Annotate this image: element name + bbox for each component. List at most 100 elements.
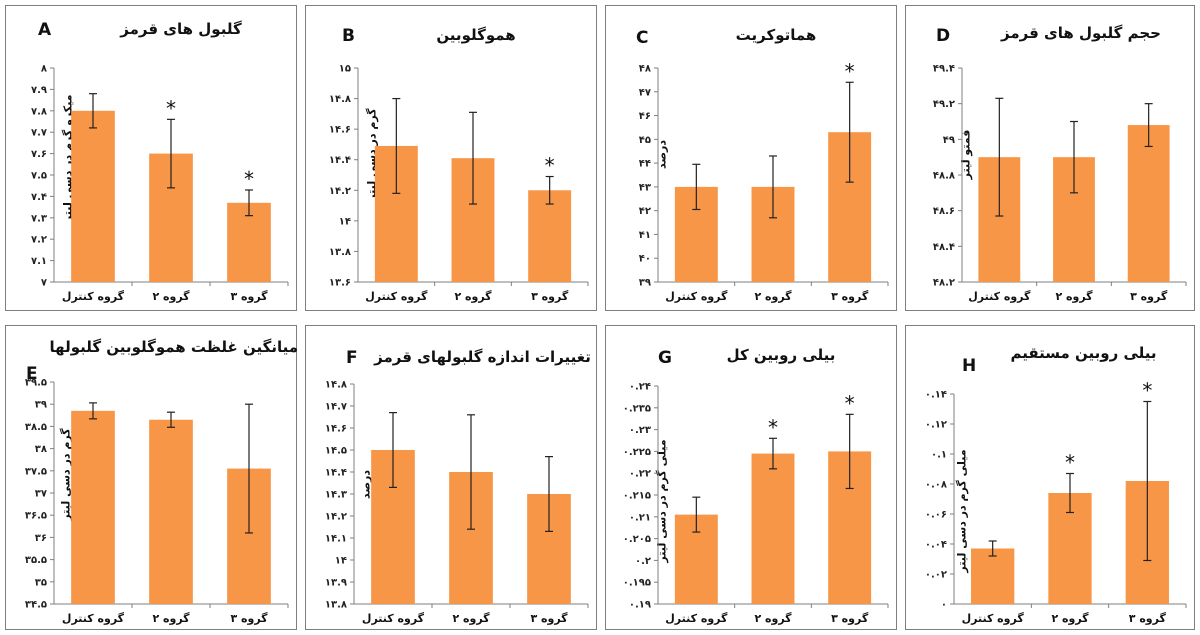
y-tick-label: ۷.۲ <box>31 235 47 246</box>
y-tick-label: ۰.۲۳۵ <box>623 403 651 414</box>
y-tick-label: ۷.۹ <box>31 85 47 96</box>
y-tick-label: ۱۴ <box>339 216 351 227</box>
significance-marker: * <box>768 415 778 439</box>
x-category-label: گروه کنترل <box>962 612 1025 625</box>
y-tick-label: ۱۴.۸ <box>325 380 347 391</box>
y-tick-label: ۴۸ <box>639 64 651 75</box>
y-tick-label: ۰.۰۶ <box>925 510 947 521</box>
significance-marker: * <box>166 96 176 120</box>
y-tick-label: ۰.۱۹۵ <box>623 578 651 589</box>
y-tick-label: ۳۹.۵ <box>25 378 47 389</box>
y-tick-label: ۳۵.۵ <box>25 555 47 566</box>
y-tick-label: ۷.۸ <box>31 106 47 117</box>
chart-panel-e: E میانگین غلظت هموگلوبین گلبولها گرم در … <box>5 325 298 630</box>
chart-panel-d: D حجم گلبول های قرمز فمتو لیتر ۴۸.۲ ۴۸.۴ ۴… <box>905 5 1195 311</box>
y-tick-label: ۴۰ <box>639 254 651 265</box>
y-tick-label: ۰.۱۹ <box>629 600 651 611</box>
significance-marker: * <box>1142 379 1152 403</box>
significance-marker: * <box>545 154 555 178</box>
y-tick-label: ۱۴ <box>335 556 347 567</box>
y-tick-label: ۷.۶ <box>31 149 47 160</box>
y-tick-label: ۳۸.۵ <box>25 422 47 433</box>
y-tick-label: ۴۱ <box>639 230 651 241</box>
chart-svg: ۳۴.۵ ۳۵ ۳۵.۵ ۳۶ ۳۶.۵ ۳۷ ۳۷.۵ ۳۸ ۳۸.۵ ۳۹ ۳۹.۵ گروه ک… <box>25 378 289 625</box>
y-tick-label: ۳۸ <box>35 444 47 455</box>
chart-panel-a: A گلبول های قرمز میکرو گرم در دسی لیتر ۷… <box>5 5 297 311</box>
y-tick-label: ۱۴.۶ <box>325 424 347 435</box>
y-tick-label: ۰.۰۸ <box>925 480 947 491</box>
y-tick-label: ۷.۷ <box>31 128 47 139</box>
chart-title: بیلی روبین مستقیم <box>1010 344 1157 362</box>
bar <box>71 110 115 282</box>
bar <box>71 410 115 604</box>
y-tick-label: ۱۴.۴ <box>329 155 351 166</box>
x-category-label: گروه ۳ <box>531 290 569 303</box>
y-tick-label: ۱۴.۵ <box>325 446 347 457</box>
bar <box>971 548 1015 604</box>
y-tick-label: ۰.۱۴ <box>925 390 947 401</box>
y-tick-label: ۴۵ <box>639 135 651 146</box>
x-category-label: گروه ۲ <box>1051 612 1089 625</box>
panel-letter: E <box>26 364 38 384</box>
y-tick-label: ۳۷.۵ <box>25 466 47 477</box>
x-category-label: گروه ۳ <box>1129 612 1167 625</box>
y-tick-label: ۷.۳ <box>31 213 47 224</box>
chart-svg: ۱۳.۸ ۱۳.۹ ۱۴ ۱۴.۱ ۱۴.۲ ۱۴.۳ ۱۴.۴ ۱۴.۵ ۱۴.۶ ۱۴.۷ ۱۴… <box>325 380 589 625</box>
y-tick-label: ۴۹ <box>943 135 955 146</box>
x-category-label: گروه کنترل <box>968 290 1031 303</box>
chart-svg: ۴۸.۲ ۴۸.۴ ۴۸.۶ ۴۸.۸ ۴۹ ۴۹.۲ ۴۹.۴ گروه کنترل گروه… <box>933 64 1187 303</box>
y-tick-label: ۱۴.۴ <box>325 468 347 479</box>
y-tick-label: ۳۹ <box>639 278 651 289</box>
panel-letter: A <box>38 20 52 40</box>
x-category-label: گروه کنترل <box>665 290 728 303</box>
y-tick-label: ۴۶ <box>639 111 651 122</box>
chart-title: هماتوکریت <box>735 26 817 44</box>
x-category-label: گروه ۳ <box>230 612 268 625</box>
x-category-label: گروه ۲ <box>754 290 792 303</box>
y-tick-label: ۰.۲۲۵ <box>623 447 651 458</box>
x-category-label: گروه کنترل <box>365 290 428 303</box>
x-category-label: گروه کنترل <box>362 612 425 625</box>
y-tick-label: ۰.۲۴ <box>629 382 651 393</box>
panel-letter: D <box>936 26 951 46</box>
chart-svg: ۱۳.۶ ۱۳.۸ ۱۴ ۱۴.۲ ۱۴.۴ ۱۴.۶ ۱۴.۸ ۱۵ گروه کنترل گر… <box>329 64 589 303</box>
y-tick-label: ۴۹.۴ <box>933 64 955 75</box>
y-tick-label: ۱۴.۶ <box>329 125 351 136</box>
significance-marker: * <box>1065 451 1075 475</box>
panel-letter: B <box>342 26 355 46</box>
y-tick-label: ۱۳.۶ <box>329 278 351 289</box>
panel-letter: F <box>346 348 358 368</box>
y-tick-label: ۰.۲۰۵ <box>623 534 651 545</box>
y-tick-label: ۸ <box>41 64 47 75</box>
y-tick-label: ۰.۲۱۵ <box>623 491 651 502</box>
y-tick-label: ۱۳.۹ <box>325 578 347 589</box>
bar <box>751 453 795 604</box>
y-tick-label: ۰.۲ <box>635 556 651 567</box>
y-tick-label: ۱۴.۸ <box>329 94 351 105</box>
significance-marker: * <box>845 391 855 415</box>
y-tick-label: ۱۳.۸ <box>325 600 347 611</box>
y-tick-label: ۰.۲۱ <box>629 512 651 523</box>
y-tick-label: ۳۵ <box>35 577 47 588</box>
y-tick-label: ۳۶ <box>35 533 47 544</box>
chart-svg: ۰ ۰.۰۲ ۰.۰۴ ۰.۰۶ ۰.۰۸ ۰.۱ ۰.۱۲ ۰.۱۴ گروه کنترل * گ… <box>925 379 1187 625</box>
x-category-label: گروه کنترل <box>665 612 728 625</box>
y-tick-label: ۴۹.۲ <box>933 99 955 110</box>
x-category-label: گروه کنترل <box>62 612 125 625</box>
y-tick-label: ۱۴.۷ <box>325 402 347 413</box>
x-category-label: گروه ۲ <box>1055 290 1093 303</box>
y-tick-label: ۴۸.۶ <box>933 206 955 217</box>
y-tick-label: ۰.۲۳ <box>629 425 651 436</box>
x-category-label: گروه کنترل <box>62 290 125 303</box>
y-tick-label: ۱۴.۲ <box>329 186 351 197</box>
chart-svg: ۰.۱۹ ۰.۱۹۵ ۰.۲ ۰.۲۰۵ ۰.۲۱ ۰.۲۱۵ ۰.۲۲ ۰.۲۲۵ ۰.۲۳ ۰… <box>623 382 889 625</box>
chart-panel-c: C هماتوکریت درصد ۳۹ ۴۰ ۴۱ ۴۲ ۴۳ ۴۴ ۴۵ ۴۶ ۴۷ ۴۸ گرو… <box>605 5 897 311</box>
y-tick-label: ۷.۱ <box>31 256 47 267</box>
x-category-label: گروه ۲ <box>452 612 490 625</box>
y-tick-label: ۱۴.۲ <box>325 512 347 523</box>
chart-panel-g: G بیلی روبین کل میلی گرم در دسی لیتر ۰.۱… <box>605 325 897 630</box>
chart-svg: ۳۹ ۴۰ ۴۱ ۴۲ ۴۳ ۴۴ ۴۵ ۴۶ ۴۷ ۴۸ گروه کنترل گروه ۲ * گرو… <box>639 59 889 303</box>
y-tick-label: ۷ <box>41 278 47 289</box>
y-tick-label: ۷.۴ <box>31 192 47 203</box>
chart-title: میانگین غلظت هموگلوبین گلبولها <box>49 338 298 356</box>
